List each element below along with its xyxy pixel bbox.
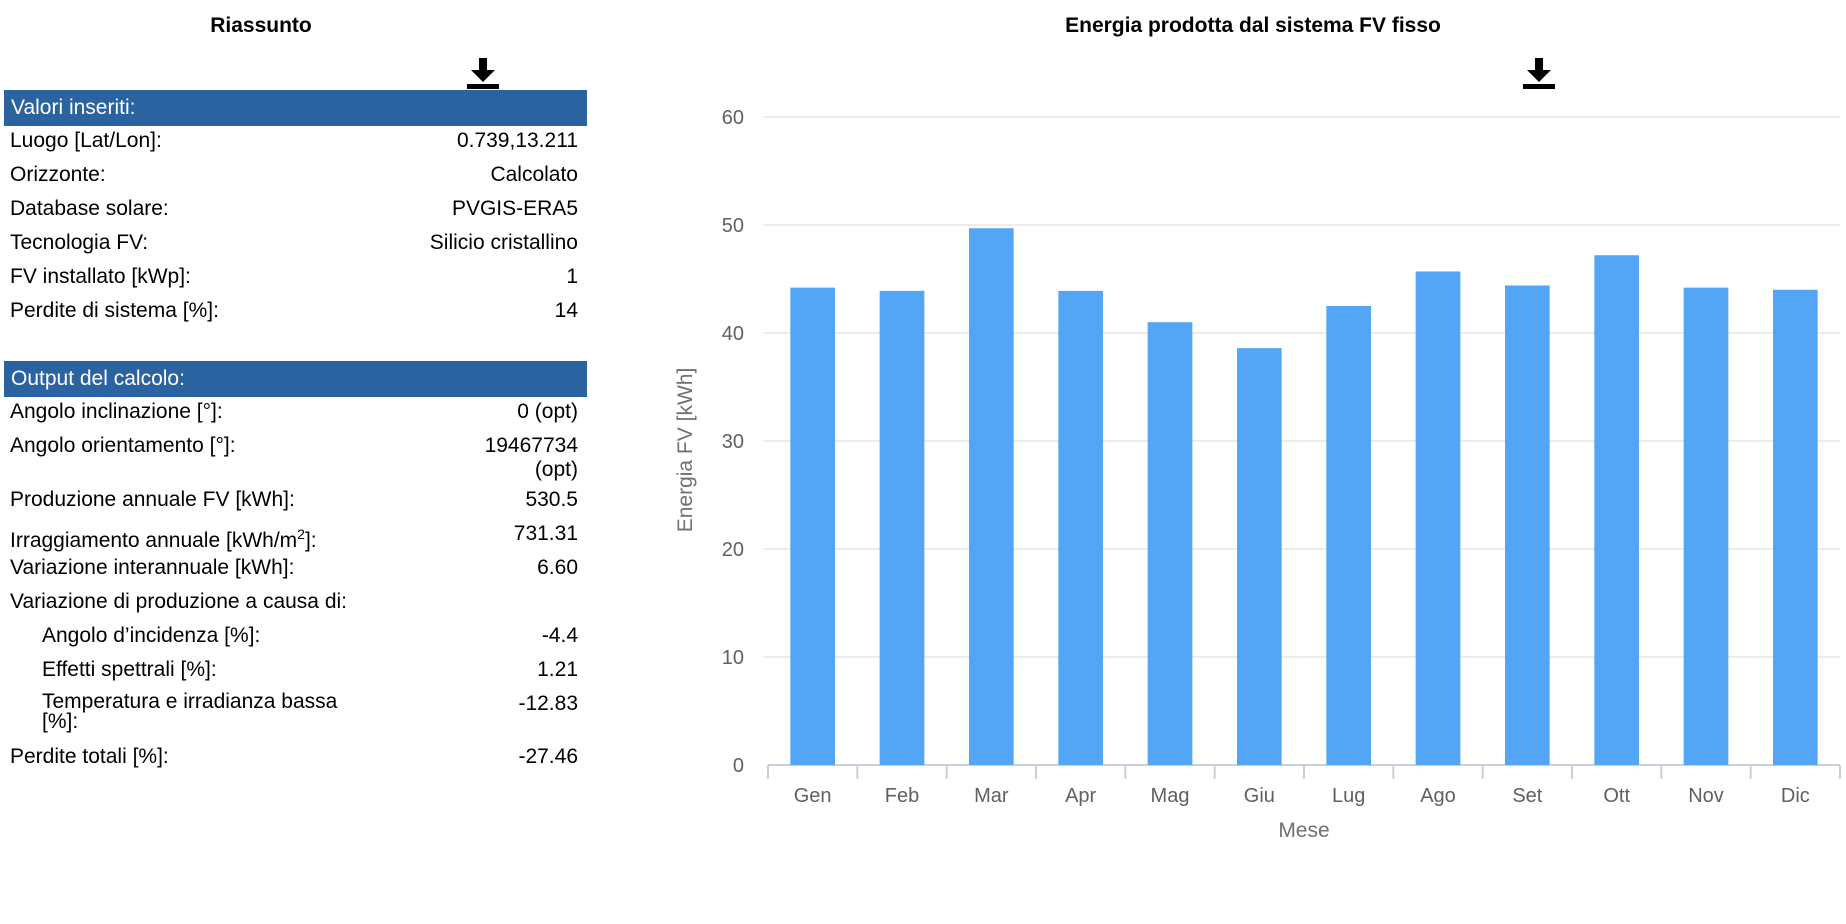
bar-mag [1147,322,1193,765]
output-row-azimuth: Angolo orientamento [°]: 19467734 (opt) [10,434,578,482]
x-tick-label: Feb [885,785,919,807]
input-label: Database solare: [10,197,169,220]
x-tick-label: Set [1512,785,1542,807]
output-value: -27.46 [518,745,578,768]
input-label: Orizzonte: [10,163,106,186]
energy-bar-chart: 0 10 20 30 40 50 60 Gen Feb Mar Apr Mag Giu Lug Ago Set… [674,107,1841,842]
y-tick-label: 40 [722,323,744,345]
output-value: 1.21 [537,658,578,681]
summary-download-button[interactable] [466,56,500,92]
bar-apr [1058,290,1103,765]
output-label: Angolo orientamento [°]: [10,434,236,457]
chart-download-button[interactable] [1522,56,1556,92]
input-value: Calcolato [490,163,578,186]
input-value: 1 [566,265,578,288]
output-label: Perdite totali [%]: [10,745,169,768]
output-label: Angolo inclinazione [°]: [10,400,223,423]
output-value: 530.5 [525,488,578,511]
y-tick-label: 50 [722,215,744,237]
y-tick-label: 20 [722,539,744,561]
download-icon [467,58,499,89]
x-tick-label: Dic [1781,785,1810,807]
bar-mar [969,228,1014,766]
bar-feb [879,290,925,765]
output-value: -12.83 [518,692,578,715]
input-value: 14 [554,299,578,322]
input-value: Silicio cristallino [429,231,578,254]
bar-ago [1415,271,1461,765]
bar-ott [1594,255,1639,766]
input-label: Perdite di sistema [%]: [10,299,219,322]
x-axis-title: Mese [1278,819,1329,842]
x-tick-label: Gen [794,785,832,807]
download-icon [1523,58,1555,89]
input-label: FV installato [kWp]: [10,265,191,288]
output-value: 0 (opt) [517,400,578,423]
input-value: PVGIS-ERA5 [451,197,578,220]
x-tick-label: Apr [1065,785,1096,807]
x-tick-label: Ott [1603,785,1630,807]
bar-gen [790,287,835,765]
output-label: Irraggiamento annuale [kWh/m2]: [10,526,317,552]
output-row-temperature: Temperatura e irradianza bassa [%]: -12.8… [10,690,578,733]
input-label: Luogo [Lat/Lon]: [10,129,162,152]
y-tick-label: 60 [722,107,744,129]
x-tick-label: Mar [974,785,1009,807]
output-label: Temperatura e irradianza bassa [%]: [42,690,338,733]
bar-dic [1773,289,1818,765]
outputs-section-header: Output del calcolo: [4,361,587,397]
output-label: Variazione interannuale [kWh]: [10,556,295,579]
y-axis-title: Energia FV [kWh] [674,368,697,533]
input-label: Tecnologia FV: [10,231,149,254]
y-tick-label: 30 [722,431,744,453]
x-tick-label: Mag [1151,785,1190,807]
input-value: 0.739,13.211 [456,129,578,152]
x-tick-label: Nov [1688,785,1724,807]
output-label: Variazione di produzione a causa di: [10,590,347,613]
bar-nov [1683,287,1729,765]
bar-set [1505,285,1550,765]
output-value: 19467734 (opt) [484,434,578,481]
x-tick-label: Lug [1332,785,1365,807]
y-tick-label: 0 [733,755,744,777]
bar-lug [1326,306,1371,765]
bar-giu [1237,348,1282,765]
summary-title: Riassunto [210,14,312,37]
inputs-section-header: Valori inseriti: [4,90,587,126]
x-tick-label: Giu [1244,785,1275,807]
output-label: Produzione annuale FV [kWh]: [10,488,295,511]
output-value: 731.31 [513,522,578,545]
output-label: Effetti spettrali [%]: [42,658,217,681]
y-tick-label: 10 [722,647,744,669]
output-value: 6.60 [537,556,578,579]
chart-panel: Energia prodotta dal sistema FV fisso 0 1… [660,0,1846,924]
output-label: Angolo d’incidenza [%]: [42,624,261,647]
output-value: -4.4 [541,624,578,647]
chart-title: Energia prodotta dal sistema FV fisso [1065,14,1441,37]
x-tick-label: Ago [1420,785,1456,807]
